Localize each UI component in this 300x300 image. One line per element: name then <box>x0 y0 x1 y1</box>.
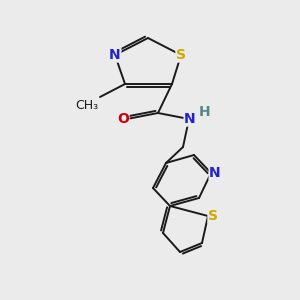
Text: N: N <box>109 48 121 62</box>
Text: N: N <box>184 112 196 126</box>
Text: S: S <box>176 48 186 62</box>
Text: CH₃: CH₃ <box>75 99 98 112</box>
Text: H: H <box>199 105 211 119</box>
Text: S: S <box>208 209 218 223</box>
Text: O: O <box>117 112 129 126</box>
Text: N: N <box>209 166 221 180</box>
